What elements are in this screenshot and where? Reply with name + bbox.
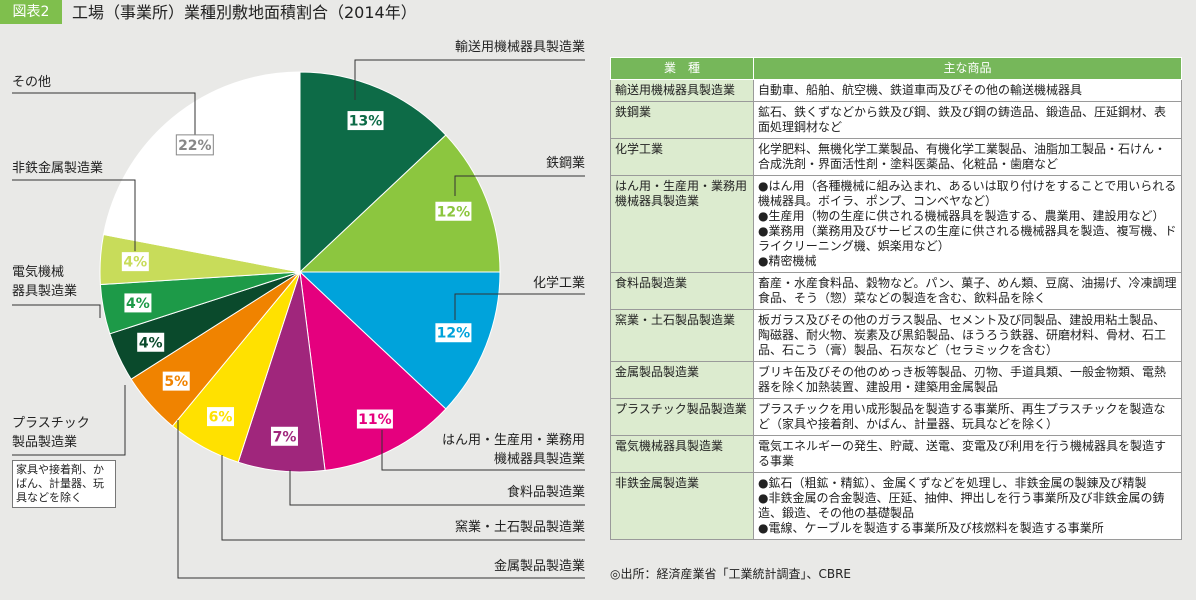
table-cell: ●鉱石（粗鉱・精鉱）、金属くずなどを処理し、非鉄金属の製錬及び精製 ●非鉄金属の… [753,472,1182,540]
table-cell: 自動車、船舶、航空機、鉄道車両及びその他の輸送機械器具 [753,79,1182,102]
table-cell: 電気エネルギーの発生、貯蔵、送電、変電及び利用を行う機械器具を製造する事業 [753,435,1182,473]
annotation: 家具や接着剤、かばん、計量器、玩具などを除く [12,460,116,508]
table-row: プラスチック製品製造業 プラスチックを用い成形製品を製造する事業所、再生プラスチッ… [610,398,1182,436]
table-cell: 化学工業 [610,138,754,176]
leader-line [12,92,196,145]
table-cell: 電気機械器具製造業 [610,435,754,473]
value-label: 4% [123,255,147,271]
slice-label: 金属製品製造業 [494,558,585,574]
value-label: 7% [273,429,297,445]
leader-line [454,293,585,320]
slice-label: はん用・生産用・業務用機械器具製造業 [442,432,585,467]
table-cell: 畜産・水産食料品、穀物など。パン、菓子、めん類、豆腐、油揚げ、冷凍調理食品、そう… [753,272,1182,310]
value-label-box [206,406,236,428]
table-cell: 食料品製造業 [610,272,754,310]
table-row: 輸送用機械器具製造業 自動車、船舶、航空機、鉄道車両及びその他の輸送機械器具 [610,79,1182,102]
table-cell: プラスチック製品製造業 [610,398,754,436]
table-header-cell: 業 種 [610,57,754,80]
table-row: 非鉄金属製造業 ●鉱石（粗鉱・精鉱）、金属くずなどを処理し、非鉄金属の製錬及び精製… [610,472,1182,540]
value-label-box [136,331,166,353]
value-label: 13% [349,114,383,130]
table-cell: プラスチックを用い成形製品を製造する事業所、再生プラスチックを製造など（家具や接… [753,398,1182,436]
value-label-box [123,292,153,314]
leader-line [221,455,585,541]
value-label-box [355,408,394,430]
leader-line [12,179,136,255]
leader-line [289,470,585,506]
value-label: 6% [209,410,233,426]
leader-line [12,385,126,456]
table-cell: ●はん用（各種機械に組み込まれ、あるいは取り付けをすることで用いられる機械器具。… [753,175,1182,273]
value-label: 12% [437,204,471,220]
table-row: 食料品製造業 畜産・水産食料品、穀物など。パン、菓子、めん類、豆腐、油揚げ、冷凍調… [610,272,1182,310]
table-row: 化学工業 化学肥料、無機化学工業製品、有機化学工業製品、油脂加工製品・石けん・合成… [610,138,1182,176]
table-cell: 板ガラス及びその他のガラス製品、セメント及び同製品、建設用粘土製品、陶磁器、耐火… [753,309,1182,362]
value-label-box [120,251,150,273]
slice-label: その他 [12,75,51,90]
pie-slice [102,71,301,273]
value-label: 4% [139,335,163,351]
chart: 輸送用機械器具製造業 13% 鉄鋼業 12% 化学工業 12% はん用・生産用・業務用機械器… [12,39,585,579]
table-cell: 窯業・土石製品製造業 [610,309,754,362]
source: ◎出所：経済産業省「工業統計調査」、CBRE [610,567,852,581]
leader-line [177,420,585,579]
table-cell: はん用・生産用・業務用機械器具製造業 [610,175,754,273]
value-label: 22% [178,138,212,154]
table-cell: ブリキ缶及びその他のめっき板等製品、刃物、手道具類、一般金物類、電熱器を除く加熱… [753,361,1182,399]
value-label: 5% [164,374,188,390]
value-label-box [434,200,473,222]
leader-line [12,304,101,318]
slice-label: プラスチック製品製造業 [12,416,90,450]
leader-line [354,59,585,100]
table-row: 窯業・土石製品製造業 板ガラス及びその他のガラス製品、セメント及び同製品、建設用粘… [610,309,1182,362]
table-cell: 鉱石、鉄くずなどから鉄及び鋼、鉄及び鋼の鋳造品、鍛造品、圧延鋼材、表面処理鋼材な… [753,101,1182,139]
slice-label: 非鉄金属製造業 [12,160,103,176]
table: 業 種主な商品 輸送用機械器具製造業 自動車、船舶、航空機、鉄道車両及びその他の輸送… [610,57,1182,540]
slice-label: 化学工業 [533,275,585,291]
value-label: 11% [358,412,392,428]
table-cell: 輸送用機械器具製造業 [610,79,754,102]
slice-label: 電気機械器具製造業 [12,264,77,299]
leader-line [454,175,585,196]
table-cell: 化学肥料、無機化学工業製品、有機化学工業製品、油脂加工製品・石けん・合成洗剤・界… [753,138,1182,176]
table-header-cell: 主な商品 [753,57,1182,80]
table-cell: 鉄鋼業 [610,101,754,139]
value-label-box [346,110,385,132]
value-label-box [434,322,473,344]
figure-badge: 図表2 [0,0,62,24]
pie-slice [298,134,501,273]
value-label-box [175,134,214,156]
figure-title: 工場（事業所）業種別敷地面積割合（2014年） [72,3,417,22]
slice-label: 窯業・土石製品製造業 [455,519,585,535]
pie-slice [298,271,501,410]
table-row: 電気機械器具製造業 電気エネルギーの発生、貯蔵、送電、変電及び利用を行う機械器具を… [610,435,1182,473]
pie-slice [299,71,447,274]
table-row: はん用・生産用・業務用機械器具製造業 ●はん用（各種機械に組み込まれ、あるいは取り… [610,175,1182,273]
table-cell: 金属製品製造業 [610,361,754,399]
value-label-box [269,425,299,447]
leader-line [381,430,585,471]
table-row: 金属製品製造業 ブリキ缶及びその他のめっき板等製品、刃物、手道具類、一般金物類、電… [610,361,1182,399]
slice-label: 食料品製造業 [507,484,585,500]
pie-slice [299,270,447,471]
slice-label: 輸送用機械器具製造業 [455,39,585,55]
table-header-row: 業 種主な商品 [610,57,1182,80]
value-label-box [161,370,191,392]
value-label: 4% [126,296,150,312]
table-row: 鉄鋼業 鉱石、鉄くずなどから鉄及び鋼、鉄及び鋼の鋳造品、鍛造品、圧延鋼材、表面処理… [610,101,1182,139]
slice-label: 鉄鋼業 [546,155,585,171]
value-label: 12% [437,326,471,342]
table-cell: 非鉄金属製造業 [610,472,754,540]
